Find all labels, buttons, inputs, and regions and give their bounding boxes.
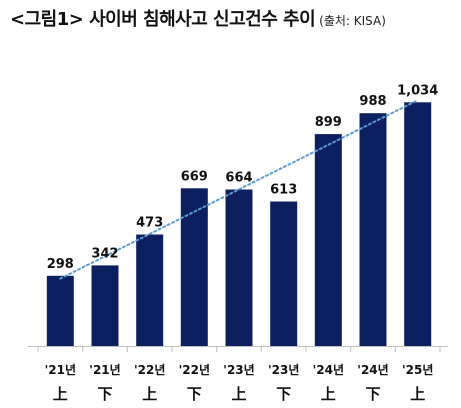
x-label-year-6: '23년 bbox=[268, 363, 299, 377]
x-label-year-2: '21년 bbox=[89, 363, 120, 377]
x-label-half-1: 上 bbox=[53, 385, 68, 403]
value-label-9: 1,034 bbox=[397, 83, 438, 98]
bar-1 bbox=[46, 275, 74, 346]
x-label-year-4: '22년 bbox=[179, 363, 210, 377]
x-label-half-2: 下 bbox=[97, 385, 112, 403]
x-label-half-9: 上 bbox=[410, 385, 425, 403]
x-label-year-9: '25년 bbox=[402, 363, 433, 377]
source-note: (출처: KISA) bbox=[319, 14, 386, 28]
value-label-4: 669 bbox=[181, 169, 208, 184]
x-label-year-3: '22년 bbox=[134, 363, 165, 377]
bar-3 bbox=[136, 234, 164, 346]
value-label-1: 298 bbox=[47, 257, 74, 272]
bar-2 bbox=[91, 265, 119, 346]
bar-4 bbox=[180, 188, 208, 346]
x-label-year-8: '24년 bbox=[357, 363, 388, 377]
value-label-8: 988 bbox=[359, 94, 386, 109]
x-label-half-5: 上 bbox=[231, 385, 246, 403]
x-axis-labels: '21년 上 '21년 下 '22년 上 '22년 下 '23년 上 '23년 下 '24년 上 '24년 下… bbox=[45, 363, 434, 403]
value-label-7: 899 bbox=[315, 115, 342, 130]
value-labels: 298 342 473 669 664 613 899 988 1,034 bbox=[47, 83, 439, 271]
bar-6 bbox=[270, 201, 298, 346]
x-label-half-7: 上 bbox=[321, 385, 336, 403]
axis-baseline bbox=[28, 346, 448, 352]
chart-title: <그림1> 사이버 침해사고 신고건수 추이 bbox=[10, 9, 316, 30]
trendline bbox=[59, 99, 419, 280]
x-label-half-4: 下 bbox=[187, 385, 202, 403]
trendline-path bbox=[59, 99, 419, 280]
x-label-half-3: 上 bbox=[142, 385, 157, 403]
x-label-year-7: '24년 bbox=[313, 363, 344, 377]
bar-5 bbox=[225, 189, 253, 346]
value-label-3: 473 bbox=[136, 216, 163, 231]
x-label-half-8: 下 bbox=[365, 385, 380, 403]
x-label-year-1: '21년 bbox=[45, 363, 76, 377]
value-label-6: 613 bbox=[270, 183, 297, 198]
bar-8 bbox=[359, 113, 387, 346]
bar-7 bbox=[314, 134, 342, 346]
x-label-half-6: 下 bbox=[276, 385, 291, 403]
value-label-2: 342 bbox=[91, 246, 118, 261]
x-label-year-5: '23년 bbox=[223, 363, 254, 377]
bar-9 bbox=[404, 102, 432, 346]
bars bbox=[46, 102, 432, 346]
value-label-5: 664 bbox=[225, 171, 252, 186]
title-row: <그림1> 사이버 침해사고 신고건수 추이 (출처: KISA) bbox=[10, 5, 386, 31]
